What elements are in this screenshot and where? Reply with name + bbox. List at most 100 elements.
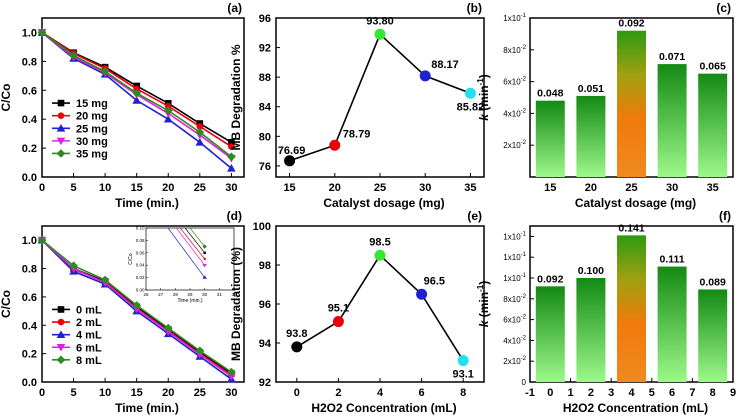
panel-f-x-tick-label: 9 [730,387,736,399]
panel-d-x-tick-label: 10 [99,387,111,399]
panel-d-inset-series-line [189,228,205,247]
panel-b-x-tick-label: 20 [329,182,341,194]
panel-b-data-label: 88.17 [431,59,459,71]
panel-d-y-tick-label: 0.2 [22,349,37,361]
panel-a-y-tick-label: 1.0 [22,27,37,39]
panel-f-label: (f) [719,209,731,223]
panel-f-y-tick-base: 0 [522,378,527,387]
panel-a-plot-frame [41,17,245,178]
panel-d-legend-label: 6 mL [76,342,102,354]
panel-f-bar [535,286,565,382]
panel-b-data-label: 93.80 [366,15,394,27]
panel-c-y-tick-base: 2x10 [503,141,521,150]
panel-f-y-axis-label: k (min-1) [476,281,491,327]
panel-f-x-axis-label: H2O2 Concentration (mL) [563,401,708,415]
panel-c-y-axis-label-end: ) [477,74,491,78]
panel-c-y-tick-base: 4x10 [503,109,521,118]
panel-a-data-point [228,143,235,150]
panel-f-y-tick-exp: -1 [521,273,527,279]
panel-c-bar [576,95,606,177]
panel-a-data-point [195,138,205,146]
panel-f-bar [576,278,606,382]
panel-a-x-tick-label: 10 [99,182,111,194]
panel-d-inset-x-tick-label: 29 [187,292,193,297]
panel-d-inset-y-label: C/Co [128,253,134,265]
panel-c-x-tick-label: 25 [625,182,637,194]
panel-f-x-tick-label: 8 [710,387,716,399]
panel-f-y-tick-base: 6x10 [503,316,521,325]
panel-f-data-label: 0.100 [578,265,604,277]
panel-a-y-tick-label: 0.2 [22,143,37,155]
panel-a-x-tick-label: 15 [131,182,143,194]
panel-d-inset-x-tick-label: 28 [173,292,179,297]
panel-d-inset-x-label: Time (min.) [177,298,202,304]
panel-d-x-tick-label: 5 [71,387,77,399]
panel-f-y-tick-label: 2x10-2 [503,356,526,366]
panel-d-data-point [227,373,236,381]
panel-f-bar [617,235,646,382]
panel-d-plot-frame [41,225,245,383]
panel-f-y-tick-exp: -2 [521,335,527,341]
panel-d-inset-series-line [167,228,205,278]
panel-c-x-tick-label: 15 [544,182,556,194]
panel-c-data-label: 0.092 [618,18,644,30]
panel-b-x-tick-label: 30 [419,182,431,194]
panel-a-legend-label: 35 mg [76,148,108,160]
panel-b-y-tick-label: 96 [259,13,271,25]
panel-d-data-point [132,301,141,310]
panel-f-data-label: 0.092 [537,273,563,285]
panel-b-x-axis-label: Catalyst dosage (mg) [323,196,444,210]
panel-f-y-tick-exp: -2 [521,315,527,321]
panel-a-data-point [164,102,172,110]
panel-c-x-tick-label: 20 [585,182,597,194]
panel-d-y-tick-label: 0.0 [22,377,37,389]
panel-a-legend-marker [57,99,65,107]
panel-a-y-tick-label: 0.6 [22,85,37,97]
panel-d-inset-x-tick-label: 26 [143,292,149,297]
panel-d-legend-label: 2 mL [76,317,102,329]
panel-b-data-point [419,70,431,82]
panel-e-y-tick-label: 98 [259,260,271,272]
panel-f-bar [657,266,687,382]
panel-c-data-label: 0.048 [537,88,563,100]
panel-a-data-point [133,85,140,93]
panel-d-y-tick-label: 1.0 [22,235,37,247]
panel-d-inset-frame [145,227,235,291]
panel-d-legend-marker [56,355,66,365]
panel-f-y-axis-label-text: (min [477,292,491,321]
panel-b-y-tick-label: 88 [259,72,271,84]
panel-a-legend-marker [56,123,66,132]
panel-b-x-tick-label: 35 [464,182,476,194]
panel-b-plot-frame [275,17,485,178]
panel-d-x-axis-label: Time (min.) [115,401,179,415]
panel-a-data-point [195,127,205,137]
panel-c-y-tick-label: 1x10-1 [503,13,526,23]
panel-e-plot-frame [275,225,485,383]
panel-f-x-tick-label: 5 [649,387,655,399]
panel-d-label: (d) [227,209,242,223]
panel-c-y-tick-label: 8x10-2 [503,45,526,55]
panel-f-data-label: 0.111 [660,254,685,266]
panel-c-y-tick-label: 6x10-2 [503,77,526,87]
panel-c-x-tick-label: 35 [707,182,719,194]
panel-a-data-point [100,67,110,76]
panel-c-y-tick-exp: -2 [521,108,527,114]
panel-d-inset-x-tick-label: 32 [231,292,237,297]
panel-b-data-label: 78.79 [343,128,371,140]
panel-e-y-tick-label: 94 [259,338,272,350]
panel-f-y-tick-base: 2x10 [503,357,521,366]
panel-d-inset-x-tick-label: 31 [217,292,223,297]
panel-a-data-point [227,152,236,162]
panel-a-x-tick-label: 0 [39,182,45,194]
panel-d-inset-y-tick-label: 0.08 [136,238,145,243]
panel-d-data-point [163,323,173,333]
panel-b-data-point [374,28,386,40]
panel-b-y-tick-label: 84 [259,102,272,114]
panel-d-legend-marker [56,330,66,338]
panel-d-y-tick-label: 0.8 [22,264,37,276]
panel-e-data-label: 95.1 [328,303,349,315]
panel-d-inset-plot [167,228,207,279]
panel-d-legend-label: 4 mL [76,330,102,342]
panel-c-y-tick-label: 2x10-2 [503,140,526,150]
